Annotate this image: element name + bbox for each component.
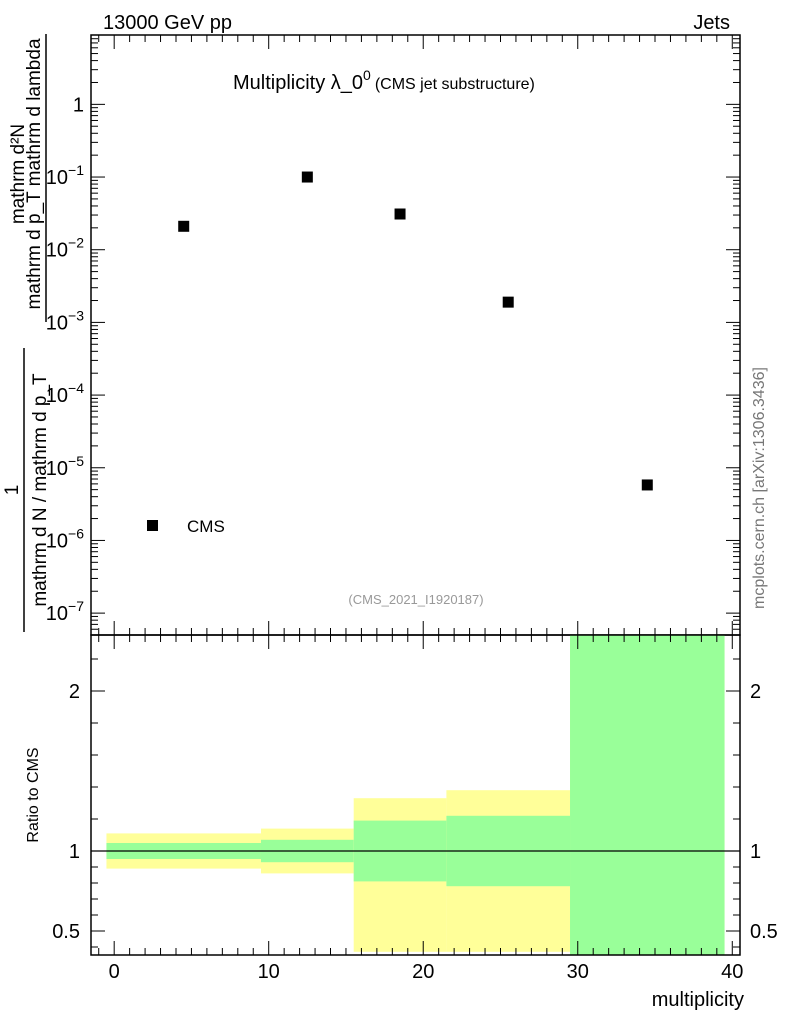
y-label-denominator: mathrm d N / mathrm d p_T [30, 373, 51, 607]
main-axis-ticks [91, 34, 740, 636]
plot-title-subtitle: (CMS jet substructure) [375, 76, 535, 93]
data-point-cms [394, 208, 406, 220]
y-label-prefix: 1 [2, 485, 23, 496]
main-y-tick-label: 10−2 [46, 235, 84, 262]
x-tick-label: 0 [109, 961, 120, 983]
main-y-tick-label: 10−7 [46, 598, 84, 625]
analysis-tag: (CMS_2021_I1920187) [348, 592, 483, 607]
x-tick-label: 40 [721, 961, 743, 983]
main-y-tick-labels: 1 10−1 10−2 10−3 10−4 10−5 10−6 10−7 [46, 94, 84, 625]
data-point-cms [301, 171, 313, 183]
energy-label: 13000 GeV pp [103, 12, 232, 34]
ratio-band-inner [570, 635, 725, 955]
watermark: mcplots.cern.ch [arXiv:1306.3436] [751, 367, 768, 609]
x-axis-label: multiplicity [652, 989, 744, 1011]
ratio-y-tick-label-left: 0.5 [52, 921, 80, 943]
ratio-y-tick-label-right: 1 [750, 841, 761, 863]
plot-title-superscript: 0 [363, 67, 371, 83]
main-plot-frame [90, 34, 741, 636]
plot-title-main: Multiplicity λ_0 [233, 72, 363, 94]
y-label-numerator-top: mathrm d²N [8, 124, 29, 224]
ratio-y-axis-label: Ratio to CMS [25, 747, 42, 842]
ratio-y-tick-label-left: 2 [69, 681, 80, 703]
data-points [178, 171, 653, 491]
plot-title: Multiplicity λ_00(CMS jet substructure) [233, 67, 535, 94]
main-y-tick-label: 10−1 [46, 162, 84, 189]
main-y-tick-label: 10−3 [46, 307, 84, 334]
main-y-tick-label: 10−4 [46, 380, 84, 407]
data-point-cms [502, 296, 514, 308]
ratio-plot-frame [90, 634, 741, 956]
main-y-tick-label: 10−6 [46, 525, 84, 552]
main-y-axis-label: mathrm d²N mathrm d p_T mathrm d lambda … [2, 34, 51, 632]
ratio-axis-ticks [91, 635, 740, 955]
main-y-tick-label: 10−5 [46, 453, 84, 480]
ratio-y-tick-label-right: 0.5 [750, 921, 778, 943]
ratio-bands [106, 635, 725, 955]
data-point-cms [178, 220, 190, 232]
x-tick-label: 20 [412, 961, 434, 983]
ratio-tick-labels: 0.5 0.51 12 20 10 20 30 40 [52, 681, 778, 983]
ratio-plot: 0.5 0.51 12 20 10 20 30 40 [52, 634, 778, 983]
x-tick-label: 30 [567, 961, 589, 983]
x-tick-label: 10 [258, 961, 280, 983]
main-y-tick-label: 1 [73, 94, 84, 116]
process-label: Jets [693, 12, 730, 34]
ratio-y-tick-label-right: 2 [750, 681, 761, 703]
data-point-cms [641, 479, 653, 491]
ratio-y-tick-label-left: 1 [69, 841, 80, 863]
legend-label-cms: CMS [187, 517, 225, 536]
legend-marker-cms [147, 520, 158, 531]
y-label-numerator-bottom: mathrm d p_T mathrm d lambda [24, 38, 45, 309]
main-plot: 1 10−1 10−2 10−3 10−4 10−5 10−6 10−7 Multiplici… [46, 34, 741, 636]
